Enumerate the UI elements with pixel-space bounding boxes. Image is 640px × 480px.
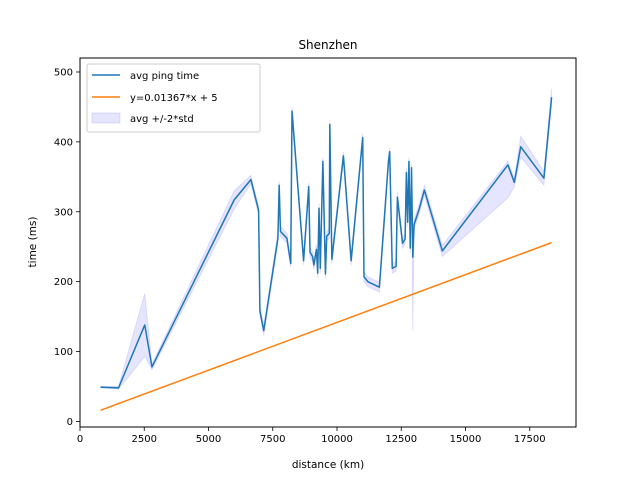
x-tick-label: 12500 — [385, 434, 417, 445]
plot-frame — [79, 57, 577, 428]
y-tick-label: 200 — [54, 277, 73, 288]
y-tick-label: 400 — [54, 137, 73, 148]
x-tick-label: 17500 — [514, 434, 546, 445]
x-tick-label: 5000 — [196, 434, 221, 445]
y-tick-label: 100 — [54, 347, 73, 358]
legend-box — [86, 63, 261, 133]
legend: avg ping time y=0.01367*x + 5 avg +/-2*s… — [86, 63, 261, 133]
x-axis-label: distance (km) — [292, 459, 364, 471]
legend-swatch-band — [91, 112, 121, 124]
fit-layer — [100, 241, 552, 412]
y-axis-label: time (ms) — [27, 217, 39, 268]
legend-label-fit: y=0.01367*x + 5 — [130, 93, 218, 104]
y-tick-label: 500 — [54, 67, 73, 78]
chart-title: Shenzhen — [298, 38, 357, 52]
legend-label-avg: avg ping time — [130, 71, 199, 82]
legend-label-band: avg +/-2*std — [130, 114, 194, 125]
x-tick-label: 2500 — [132, 434, 157, 445]
avg-layer — [100, 97, 553, 389]
y-tick-label: 0 — [67, 417, 73, 428]
series-avg-line — [100, 97, 553, 389]
x-axis-ticks: 0 2500 5000 7500 10000 12500 15000 17500 — [77, 427, 546, 445]
x-tick-label: 10000 — [321, 434, 353, 445]
y-tick-label: 300 — [54, 207, 73, 218]
y-axis-ticks: 0 100 200 300 400 500 — [54, 67, 80, 428]
x-tick-label: 7500 — [260, 434, 285, 445]
x-tick-label: 15000 — [450, 434, 482, 445]
x-tick-label: 0 — [77, 434, 83, 445]
series-fit-line — [100, 241, 552, 412]
